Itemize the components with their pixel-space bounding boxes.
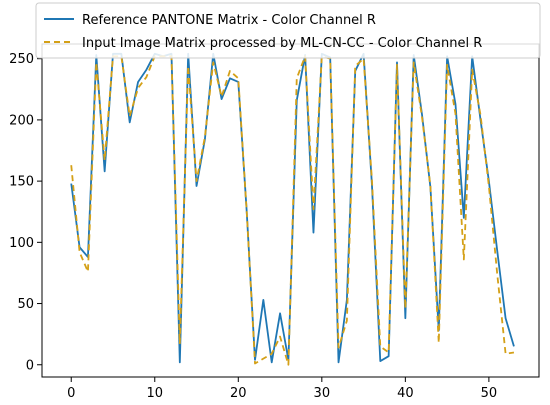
y-tick-label: 50 (17, 297, 34, 312)
x-tick-label: 30 (314, 386, 331, 401)
y-tick-label: 100 (9, 236, 34, 251)
legend: Reference PANTONE Matrix - Color Channel… (35, 2, 541, 59)
y-tick-label: 150 (9, 175, 34, 190)
y-tick-label: 200 (9, 113, 34, 128)
legend-label-reference: Reference PANTONE Matrix - Color Channel… (82, 13, 376, 28)
legend-box (35, 2, 541, 59)
x-tick-label: 0 (67, 386, 75, 401)
y-tick-label: 250 (9, 52, 34, 67)
series-line-processed (70, 55, 515, 366)
y-tick-label: 0 (26, 358, 34, 373)
series-layer (70, 52, 515, 366)
x-tick-label: 20 (230, 386, 247, 401)
legend-label-processed: Input Image Matrix processed by ML-CN-CC… (82, 36, 482, 51)
axis-layer: 0 10 20 30 40 50 0 50 100 150 200 250 (9, 52, 497, 401)
series-line-reference (70, 52, 515, 364)
x-tick-label: 10 (146, 386, 163, 401)
x-tick-label: 40 (397, 386, 414, 401)
x-tick-label: 50 (481, 386, 498, 401)
